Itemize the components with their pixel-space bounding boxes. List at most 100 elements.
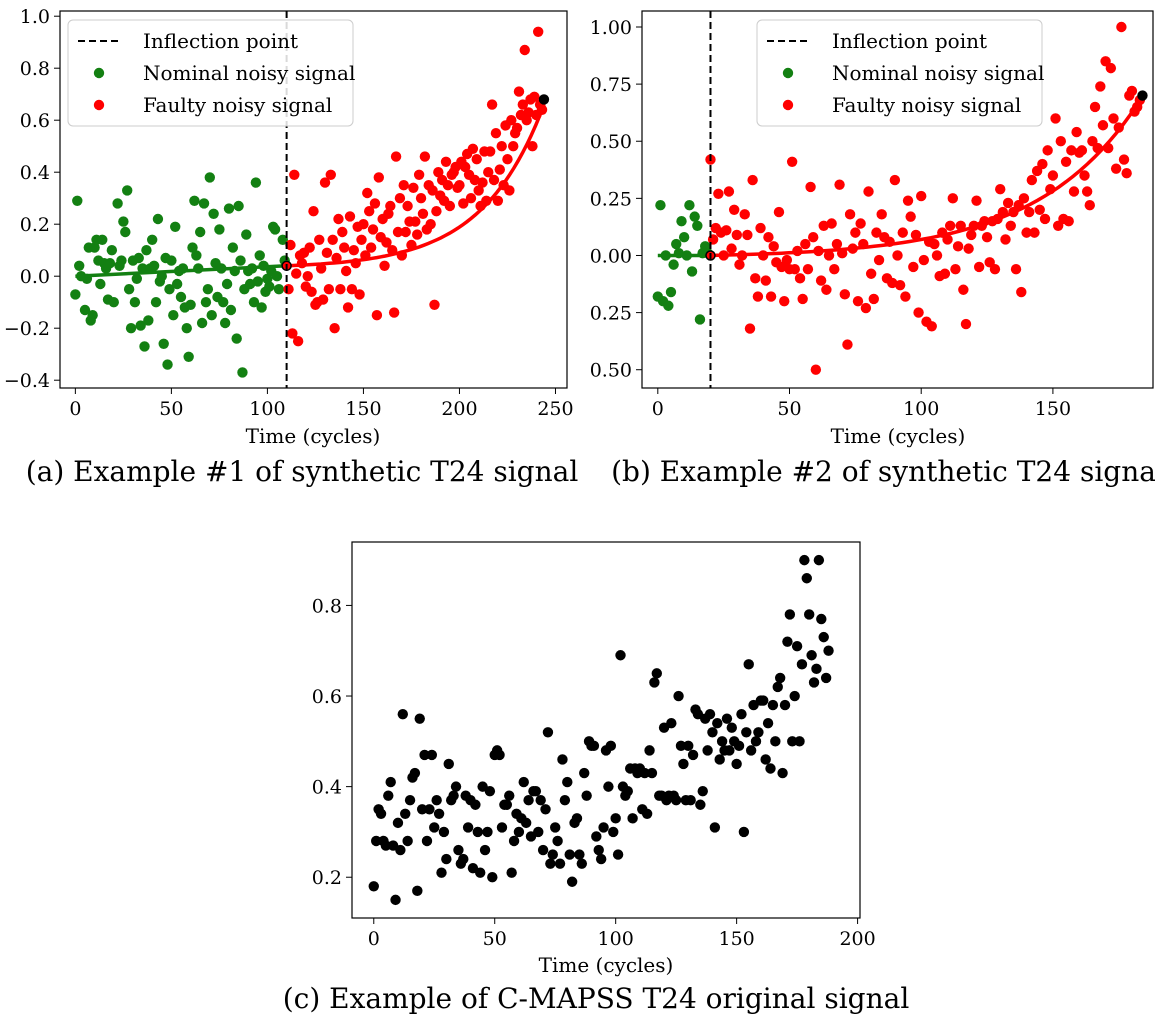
data-point [697, 785, 708, 797]
legend-label: Inflection point [143, 29, 298, 53]
data-point [562, 776, 573, 788]
nominal-point [668, 259, 679, 270]
chart-panel-b: 0 50 100 150 0.50 0.25 0.00 0.25 0.50 0.75 1.00 Tim… [590, 10, 1155, 488]
nominal-point [219, 317, 231, 329]
faulty-point [894, 279, 906, 291]
data-point [424, 804, 435, 815]
y-tick-label: 0.4 [312, 777, 342, 799]
nominal-point [684, 200, 695, 211]
faulty-point [371, 310, 383, 321]
data-point [758, 695, 769, 706]
faulty-point [1010, 263, 1022, 275]
nominal-point [187, 242, 198, 253]
faulty-point [797, 293, 808, 305]
faulty-point [356, 234, 367, 245]
data-point [402, 835, 413, 847]
data-point [450, 781, 462, 792]
faulty-point [916, 190, 927, 202]
faulty-point [1076, 145, 1088, 156]
faulty-point [417, 208, 429, 219]
faulty-point [319, 177, 331, 188]
nominal-point [146, 234, 158, 245]
plot-area [368, 554, 834, 906]
data-point [608, 826, 619, 838]
data-point [547, 849, 558, 860]
nominal-point [89, 242, 100, 253]
data-point [622, 785, 633, 797]
x-tick-label: 100 [903, 398, 939, 420]
data-point [716, 736, 728, 747]
nominal-point [112, 198, 123, 209]
faulty-point [768, 241, 779, 252]
nominal-point [663, 300, 674, 311]
data-point [598, 822, 609, 833]
faulty-point [337, 226, 348, 238]
faulty-point [781, 254, 793, 266]
y-tick-label: 0.25 [590, 303, 632, 325]
nominal-point [252, 276, 264, 287]
faulty-point [952, 241, 964, 252]
data-point [443, 758, 454, 770]
faulty-point [713, 188, 724, 199]
faulty-point [362, 187, 373, 199]
data-point [421, 835, 433, 847]
data-point [458, 853, 469, 865]
y-tick-label: 0.6 [312, 686, 342, 708]
y-tick-label: 0.2 [20, 214, 50, 236]
data-point [431, 795, 442, 806]
data-point [438, 826, 450, 838]
data-point [782, 636, 793, 647]
data-point [823, 645, 834, 656]
data-point [721, 713, 733, 724]
faulty-point [902, 195, 914, 206]
faulty-point [390, 151, 402, 162]
data-point [409, 767, 421, 779]
faulty-point [1016, 286, 1027, 298]
data-point [731, 758, 742, 770]
data-point [777, 767, 788, 779]
nominal-point [202, 284, 214, 295]
faulty-point [454, 180, 465, 191]
faulty-point [412, 229, 423, 240]
faulty-point [1095, 81, 1106, 92]
faulty-point [519, 44, 530, 56]
faulty-point [488, 174, 500, 186]
faulty-point [365, 242, 377, 253]
faulty-point [1029, 227, 1040, 238]
faulty-point [333, 213, 344, 225]
faulty-point [860, 302, 872, 314]
y-tick-label: 1.0 [20, 6, 50, 28]
faulty-point [410, 216, 421, 227]
faulty-point [1042, 145, 1053, 156]
data-point [808, 677, 820, 688]
faulty-point [1063, 216, 1074, 227]
legend-label: Inflection point [832, 29, 987, 53]
nominal-point [208, 208, 219, 219]
nominal-point [108, 297, 119, 308]
nominal-point [692, 220, 703, 231]
faulty-point [433, 167, 444, 178]
y-tick-label: 0.4 [20, 162, 50, 184]
nominal-point [116, 255, 127, 266]
data-point [811, 663, 822, 675]
data-point [545, 858, 556, 869]
faulty-point [465, 193, 477, 204]
legend-label: Faulty noisy signal [143, 93, 332, 117]
data-point [501, 799, 513, 810]
y-tick-label: 0.50 [590, 131, 632, 153]
faulty-point [460, 161, 471, 173]
data-point [448, 790, 459, 801]
faulty-point [340, 265, 352, 277]
nominal-point [665, 286, 677, 298]
data-point [816, 613, 827, 625]
faulty-point [335, 284, 346, 295]
data-point [554, 858, 566, 869]
data-point [542, 727, 554, 738]
faulty-point [431, 206, 442, 217]
faulty-point [383, 208, 394, 219]
faulty-point [905, 211, 916, 222]
end-point [1137, 90, 1148, 101]
x-tick-label: 200 [839, 928, 875, 950]
faulty-point [1079, 170, 1090, 181]
data-point [508, 835, 520, 847]
